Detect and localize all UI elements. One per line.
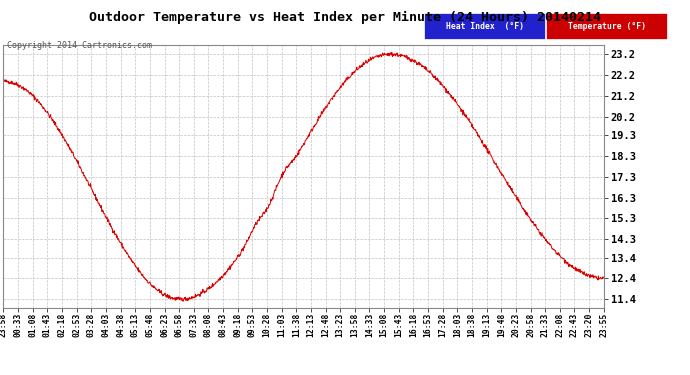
Text: Outdoor Temperature vs Heat Index per Minute (24 Hours) 20140214: Outdoor Temperature vs Heat Index per Mi… bbox=[89, 11, 601, 24]
Text: Heat Index  (°F): Heat Index (°F) bbox=[446, 22, 524, 31]
Text: Temperature (°F): Temperature (°F) bbox=[567, 22, 646, 31]
Text: Copyright 2014 Cartronics.com: Copyright 2014 Cartronics.com bbox=[7, 41, 152, 50]
